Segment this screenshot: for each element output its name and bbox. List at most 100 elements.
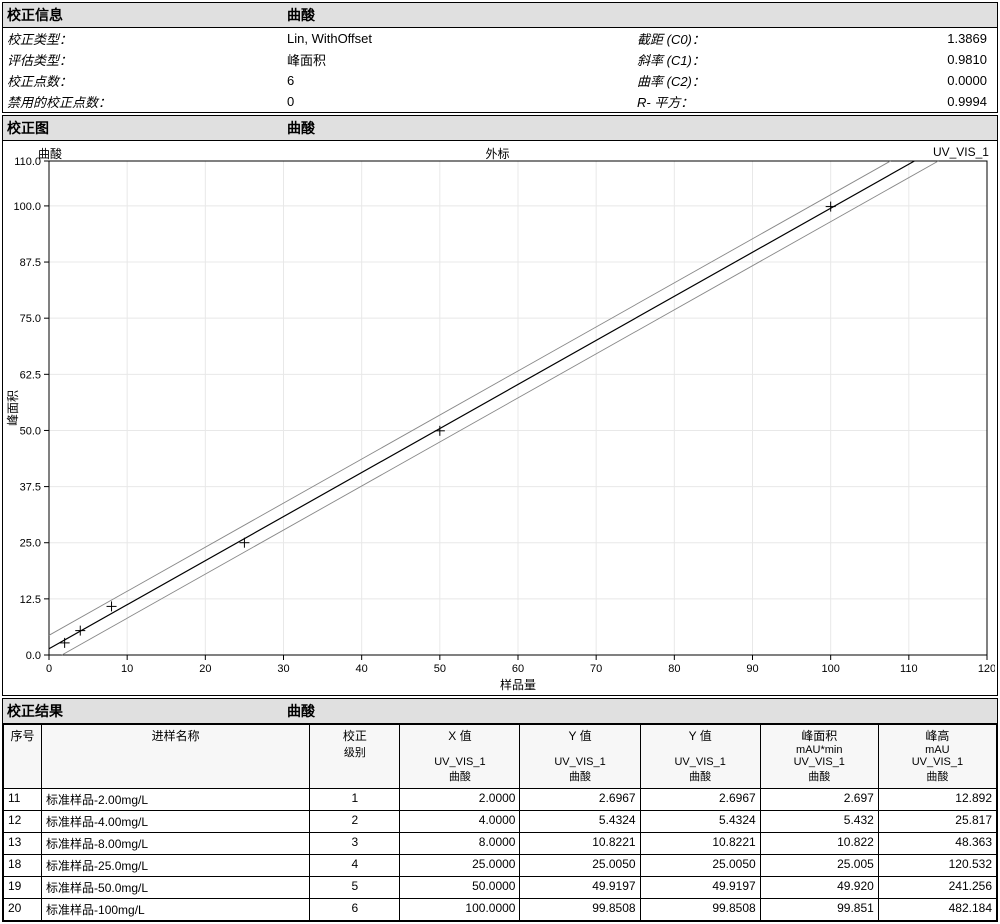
svg-text:60: 60 bbox=[512, 663, 524, 675]
svg-text:70: 70 bbox=[590, 663, 602, 675]
cell-x: 2.0000 bbox=[400, 789, 520, 811]
cell-level: 5 bbox=[310, 877, 400, 899]
cell-y2: 25.0050 bbox=[640, 855, 760, 877]
results-row: 13标准样品-8.00mg/L38.000010.822110.822110.8… bbox=[4, 833, 997, 855]
cell-height: 482.184 bbox=[878, 899, 996, 921]
calibration-info-table: 校正类型：Lin, WithOffset截距 (C0)：1.3869评估类型：峰… bbox=[3, 28, 997, 112]
cell-height: 120.532 bbox=[878, 855, 996, 877]
cell-x: 100.0000 bbox=[400, 899, 520, 921]
cell-y2: 10.8221 bbox=[640, 833, 760, 855]
cell-y1: 5.4324 bbox=[520, 811, 640, 833]
cell-level: 1 bbox=[310, 789, 400, 811]
cell-seq: 18 bbox=[4, 855, 42, 877]
chart-area: 曲酸 外标 UV_VIS_1 0102030405060708090100110… bbox=[3, 141, 997, 695]
cell-y2: 49.9197 bbox=[640, 877, 760, 899]
results-header-cell: 进样名称 bbox=[42, 725, 310, 789]
cell-height: 48.363 bbox=[878, 833, 996, 855]
results-header-cell: X 值 UV_VIS_1曲酸 bbox=[400, 725, 520, 789]
cell-seq: 11 bbox=[4, 789, 42, 811]
svg-text:20: 20 bbox=[199, 663, 211, 675]
cell-seq: 19 bbox=[4, 877, 42, 899]
cell-height: 25.817 bbox=[878, 811, 996, 833]
calibration-chart-panel: 校正图 曲酸 曲酸 外标 UV_VIS_1 010203040506070809… bbox=[2, 115, 998, 696]
cell-seq: 20 bbox=[4, 899, 42, 921]
results-row: 12标准样品-4.00mg/L24.00005.43245.43245.4322… bbox=[4, 811, 997, 833]
cell-area: 10.822 bbox=[760, 833, 878, 855]
cell-height: 12.892 bbox=[878, 789, 996, 811]
cell-x: 4.0000 bbox=[400, 811, 520, 833]
cell-name: 标准样品-50.0mg/L bbox=[42, 877, 310, 899]
svg-text:90: 90 bbox=[746, 663, 758, 675]
calibration-results-panel: 校正结果 曲酸 序号 进样名称 校正级别X 值 UV_VIS_1曲酸Y 值 UV… bbox=[2, 698, 998, 922]
results-header-left: 校正结果 bbox=[7, 701, 287, 721]
svg-text:50.0: 50.0 bbox=[20, 425, 41, 437]
info-header-left: 校正信息 bbox=[7, 5, 287, 25]
info-label-right: 截距 (C0)： bbox=[633, 28, 883, 49]
info-row: 校正类型：Lin, WithOffset截距 (C0)：1.3869 bbox=[3, 28, 997, 49]
cell-x: 8.0000 bbox=[400, 833, 520, 855]
cell-level: 6 bbox=[310, 899, 400, 921]
chart-header-right: 曲酸 bbox=[287, 118, 993, 138]
calibration-chart: 01020304050607080901001101200.012.525.03… bbox=[3, 141, 995, 695]
cell-y1: 2.6967 bbox=[520, 789, 640, 811]
info-row: 评估类型：峰面积斜率 (C1)：0.9810 bbox=[3, 49, 997, 70]
svg-text:75.0: 75.0 bbox=[20, 313, 41, 325]
results-header-cell: 校正级别 bbox=[310, 725, 400, 789]
info-label-left: 禁用的校正点数： bbox=[3, 91, 283, 112]
svg-text:62.5: 62.5 bbox=[20, 369, 41, 381]
info-value-right: 1.3869 bbox=[883, 28, 997, 49]
svg-text:0.0: 0.0 bbox=[26, 650, 41, 662]
info-row: 校正点数：6曲率 (C2)：0.0000 bbox=[3, 70, 997, 91]
calibration-info-panel: 校正信息 曲酸 校正类型：Lin, WithOffset截距 (C0)：1.38… bbox=[2, 2, 998, 113]
svg-text:110: 110 bbox=[900, 663, 918, 675]
info-header-right: 曲酸 bbox=[287, 5, 993, 25]
svg-text:50: 50 bbox=[434, 663, 446, 675]
info-value-right: 0.9994 bbox=[883, 91, 997, 112]
cell-seq: 13 bbox=[4, 833, 42, 855]
cell-y2: 5.4324 bbox=[640, 811, 760, 833]
results-header-cell: Y 值 UV_VIS_1曲酸 bbox=[520, 725, 640, 789]
info-label-left: 校正点数： bbox=[3, 70, 283, 91]
info-label-left: 校正类型： bbox=[3, 28, 283, 49]
info-value-left: 峰面积 bbox=[283, 49, 633, 70]
cell-level: 3 bbox=[310, 833, 400, 855]
cell-x: 25.0000 bbox=[400, 855, 520, 877]
cell-height: 241.256 bbox=[878, 877, 996, 899]
cell-x: 50.0000 bbox=[400, 877, 520, 899]
cell-name: 标准样品-100mg/L bbox=[42, 899, 310, 921]
cell-level: 4 bbox=[310, 855, 400, 877]
info-value-left: 6 bbox=[283, 70, 633, 91]
svg-text:87.5: 87.5 bbox=[20, 257, 41, 269]
info-label-right: 斜率 (C1)： bbox=[633, 49, 883, 70]
cell-y2: 99.8508 bbox=[640, 899, 760, 921]
cell-y1: 99.8508 bbox=[520, 899, 640, 921]
info-label-right: 曲率 (C2)： bbox=[633, 70, 883, 91]
results-header-cell: Y 值 UV_VIS_1曲酸 bbox=[640, 725, 760, 789]
calibration-results-header: 校正结果 曲酸 bbox=[3, 699, 997, 724]
chart-header-left: 校正图 bbox=[7, 118, 287, 138]
calibration-info-header: 校正信息 曲酸 bbox=[3, 3, 997, 28]
calibration-results-table: 序号 进样名称 校正级别X 值 UV_VIS_1曲酸Y 值 UV_VIS_1曲酸… bbox=[3, 724, 997, 921]
svg-text:120: 120 bbox=[978, 663, 995, 675]
info-row: 禁用的校正点数：0R- 平方：0.9994 bbox=[3, 91, 997, 112]
cell-level: 2 bbox=[310, 811, 400, 833]
cell-y1: 49.9197 bbox=[520, 877, 640, 899]
results-row: 19标准样品-50.0mg/L550.000049.919749.919749.… bbox=[4, 877, 997, 899]
results-row: 18标准样品-25.0mg/L425.000025.005025.005025.… bbox=[4, 855, 997, 877]
svg-text:峰面积: 峰面积 bbox=[6, 390, 20, 426]
cell-name: 标准样品-2.00mg/L bbox=[42, 789, 310, 811]
cell-y2: 2.6967 bbox=[640, 789, 760, 811]
svg-text:12.5: 12.5 bbox=[20, 594, 41, 606]
svg-text:10: 10 bbox=[121, 663, 133, 675]
svg-text:100.0: 100.0 bbox=[13, 201, 41, 213]
svg-text:110.0: 110.0 bbox=[14, 156, 41, 168]
svg-text:80: 80 bbox=[668, 663, 680, 675]
cell-name: 标准样品-4.00mg/L bbox=[42, 811, 310, 833]
svg-text:0: 0 bbox=[46, 663, 52, 675]
cell-area: 2.697 bbox=[760, 789, 878, 811]
results-header-cell: 峰面积mAU*minUV_VIS_1曲酸 bbox=[760, 725, 878, 789]
cell-y1: 10.8221 bbox=[520, 833, 640, 855]
results-header-cell: 峰高mAUUV_VIS_1曲酸 bbox=[878, 725, 996, 789]
cell-area: 25.005 bbox=[760, 855, 878, 877]
info-label-right: R- 平方： bbox=[633, 91, 883, 112]
